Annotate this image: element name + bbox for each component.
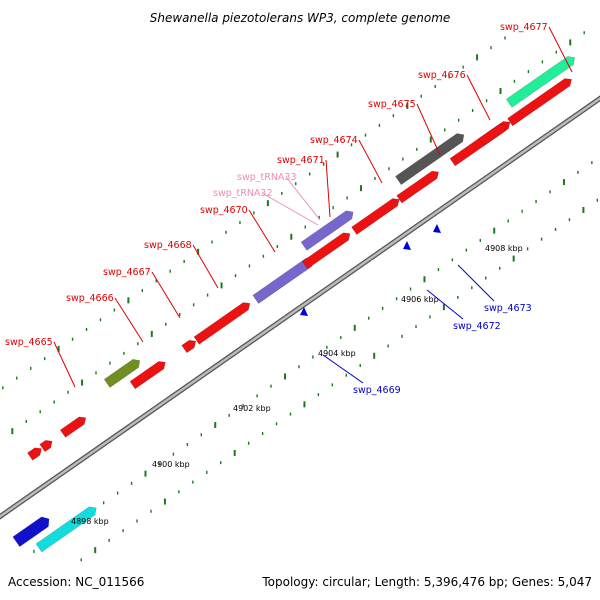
feature-swp_4668 xyxy=(181,340,197,354)
tick-label-4908: 4908 kbp xyxy=(485,244,523,253)
leader-swp_tRNA33 xyxy=(285,176,321,221)
leader-swp_4675 xyxy=(416,103,441,156)
gene-labels: swp_4665 swp_4666 swp_4667 swp_4668 swp_4670… xyxy=(5,22,573,396)
feature-swp_4665 xyxy=(27,447,42,461)
accession-text: Accession: NC_011566 xyxy=(8,575,144,589)
leader-swp_4666 xyxy=(114,297,144,343)
leader-swp_tRNA32 xyxy=(261,192,319,226)
feature-swp_4677-green xyxy=(505,56,576,108)
feature-swp_4665b xyxy=(39,440,53,453)
gene-features xyxy=(12,56,576,553)
feature-blue-left xyxy=(12,516,50,548)
gene-label-swp_4669: swp_4669 xyxy=(353,385,401,396)
feature-swp_4666 xyxy=(59,416,87,438)
leader-swp_4672 xyxy=(426,289,464,320)
leader-swp_4677 xyxy=(548,26,573,73)
genome-backbone xyxy=(0,95,600,520)
feature-swp_4675-gray xyxy=(395,133,465,185)
tick-label-4904: 4904 kbp xyxy=(318,349,356,358)
gene-label-swp_4676: swp_4676 xyxy=(418,70,466,81)
gene-label-swp_tRNA33: swp_tRNA33 xyxy=(237,172,297,183)
feature-swp_4671-purple xyxy=(300,210,354,251)
gene-label-swp_4668: swp_4668 xyxy=(144,240,192,251)
gene-label-swp_4665: swp_4665 xyxy=(5,337,53,348)
feature-swp_4673 xyxy=(433,224,441,233)
leader-swp_4668 xyxy=(192,244,219,289)
gene-label-swp_4672: swp_4672 xyxy=(453,321,501,332)
leader-swp_4671 xyxy=(325,159,331,218)
leader-swp_4676 xyxy=(466,74,491,121)
gene-label-swp_4666: swp_4666 xyxy=(66,293,114,304)
gene-label-swp_4674: swp_4674 xyxy=(310,135,358,146)
feature-swp_4671 xyxy=(301,232,351,270)
leader-swp_4667 xyxy=(151,271,181,319)
gene-label-swp_4675: swp_4675 xyxy=(368,99,416,110)
feature-swp_4667-green xyxy=(103,359,141,388)
tick-label-4900: 4900 kbp xyxy=(152,460,190,469)
leader-swp_4669 xyxy=(322,354,364,384)
leader-swp_4670 xyxy=(248,209,276,253)
feature-cyan-left xyxy=(35,506,97,553)
leader-swp_4674 xyxy=(358,139,383,184)
leader-swp_4665 xyxy=(53,341,76,388)
feature-swp_4667 xyxy=(129,361,166,390)
feature-swp_4670 xyxy=(193,302,251,345)
feature-swp_4675a xyxy=(396,170,439,204)
feature-swp_4672 xyxy=(403,241,411,250)
genome-summary-text: Topology: circular; Length: 5,396,476 bp… xyxy=(261,575,592,589)
gene-label-swp_tRNA32: swp_tRNA32 xyxy=(213,188,273,199)
gene-label-swp_4670: swp_4670 xyxy=(200,205,248,216)
gene-label-swp_4667: swp_4667 xyxy=(103,267,151,278)
map-title: Shewanella piezotolerans WP3, complete g… xyxy=(150,11,451,25)
tick-label-4902: 4902 kbp xyxy=(233,404,271,413)
feature-swp_4674 xyxy=(351,198,400,235)
tick-dot-rows xyxy=(2,31,599,562)
gene-label-swp_4677: swp_4677 xyxy=(500,22,548,33)
feature-swp_4676b xyxy=(478,123,507,147)
feature-swp_4677 xyxy=(507,78,572,127)
gene-label-swp_4671: swp_4671 xyxy=(277,155,325,166)
tick-label-4906: 4906 kbp xyxy=(401,295,439,304)
tick-label-4898: 4898 kbp xyxy=(71,517,109,526)
gene-label-swp_4673: swp_4673 xyxy=(484,303,532,314)
kbp-ticks: 4898 kbp 4900 kbp 4902 kbp 4904 kbp 4906… xyxy=(71,244,523,526)
leader-swp_4673 xyxy=(457,264,495,302)
feature-swp_4669 xyxy=(300,307,308,316)
